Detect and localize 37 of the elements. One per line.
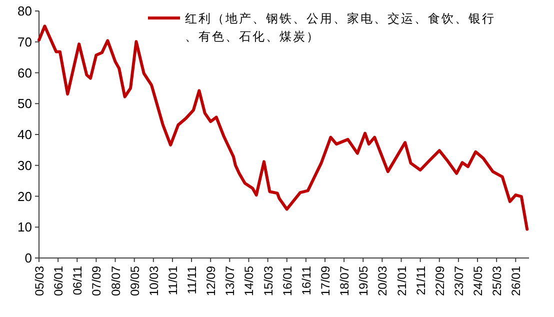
x-tick-label: 11/11: [185, 266, 200, 294]
x-tick-label: 21/01: [394, 266, 409, 296]
y-tick-label: 0: [24, 250, 32, 266]
x-tick-label: 15/03: [261, 266, 276, 296]
x-tick-label: 10/03: [146, 266, 161, 296]
x-tick-label: 05/03: [32, 266, 46, 296]
x-tick-label: 06/11: [70, 266, 85, 296]
x-tick-label: 25/03: [490, 266, 504, 296]
x-tick-label: 22/09: [432, 266, 447, 296]
x-tick-label: 09/05: [128, 266, 142, 296]
legend-label: 红利（地产、钢铁、公用、家电、交运、食饮、银行、有色、石化、煤炭）: [185, 12, 496, 44]
x-tick-label: 13/07: [223, 266, 238, 296]
y-tick-label: 50: [18, 96, 32, 112]
x-tick-label: 16/01: [280, 266, 294, 296]
y-tick-label: 80: [18, 4, 32, 18]
x-tick-label: 21/11: [414, 266, 428, 296]
y-tick-label: 10: [18, 220, 32, 235]
y-tick-label: 60: [18, 65, 32, 80]
x-tick-label: 17/09: [318, 266, 332, 296]
x-tick-label: 08/07: [108, 266, 123, 296]
x-tick-label: 19/05: [356, 266, 371, 296]
y-tick-label: 40: [18, 127, 32, 142]
x-tick-label: 18/07: [338, 266, 352, 296]
line-series: [38, 24, 529, 231]
x-tick-label: 06/01: [52, 266, 66, 296]
y-tick-label: 30: [18, 158, 32, 173]
x-tick-label: 23/07: [452, 266, 466, 296]
x-tick-label: 26/01: [509, 266, 524, 296]
x-tick-label: 24/05: [471, 266, 486, 296]
y-tick-label: 20: [18, 188, 32, 204]
x-tick-label: 20/03: [376, 266, 390, 296]
x-tick-label: 16/11: [299, 266, 314, 296]
x-tick-label: 11/01: [166, 266, 180, 296]
x-tick-label: 14/05: [242, 266, 256, 296]
x-tick-label: 07/09: [90, 266, 104, 296]
x-tick-label: 12/09: [204, 266, 218, 296]
y-tick-label: 70: [18, 34, 32, 50]
